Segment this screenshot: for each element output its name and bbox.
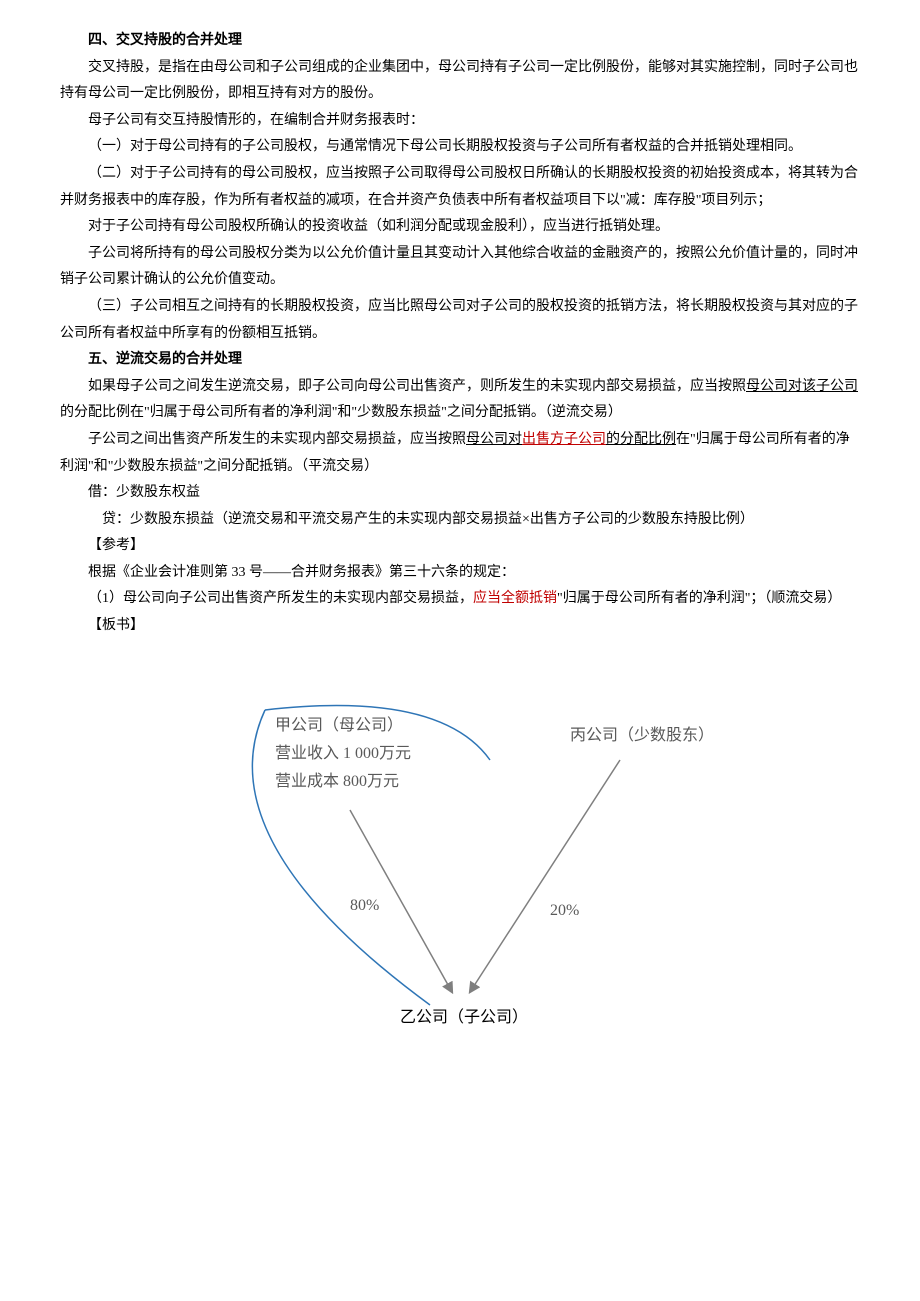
s4-p4: （二）对于子公司持有的母公司股权，应当按照子公司取得母公司股权日所确认的长期股权… xyxy=(60,161,860,214)
s5-p6-a: （1）母公司向子公司出售资产所发生的未实现内部交易损益， xyxy=(88,591,473,606)
s5-p6-red: 应当全额抵销 xyxy=(473,591,557,606)
s5-p2-u2: 的分配比例 xyxy=(606,432,676,447)
s5-p3: 借：少数股东权益 xyxy=(60,480,860,507)
s4-p2: 母子公司有交互持股情形的，在编制合并财务报表时： xyxy=(60,108,860,135)
s5-p6: （1）母公司向子公司出售资产所发生的未实现内部交易损益，应当全额抵销"归属于母公… xyxy=(60,586,860,613)
diagram-svg: 甲公司（母公司） 营业收入 1 000万元营业成本 800万元 丙公司（少数股东） 8… xyxy=(200,680,720,1040)
s4-p6: 子公司将所持有的母公司股权分类为以公允价值计量且其变动计入其他综合收益的金融资产… xyxy=(60,241,860,294)
s5-p1: 如果母子公司之间发生逆流交易，即子公司向母公司出售资产，则所发生的未实现内部交易… xyxy=(60,374,860,427)
s4-p1: 交叉持股，是指在由母公司和子公司组成的企业集团中，母公司持有子公司一定比例股份，… xyxy=(60,55,860,108)
s5-p1-b: 的分配比例在"归属于母公司所有者的净利润"和"少数股东损益"之间分配抵销。（逆流… xyxy=(60,405,622,420)
svg-text:20%: 20% xyxy=(550,902,579,919)
s5-ref: 【参考】 xyxy=(60,533,860,560)
s4-p7: （三）子公司相互之间持有的长期股权投资，应当比照母公司对子公司的股权投资的抵销方… xyxy=(60,294,860,347)
s5-p2: 子公司之间出售资产所发生的未实现内部交易损益，应当按照母公司对出售方子公司的分配… xyxy=(60,427,860,480)
s4-p5: 对于子公司持有母公司股权所确认的投资收益（如利润分配或现金股利），应当进行抵销处… xyxy=(60,214,860,241)
s5-p2-red: 出售方子公司 xyxy=(522,432,606,447)
section5-title: 五、逆流交易的合并处理 xyxy=(60,347,860,374)
s5-board: 【板书】 xyxy=(60,613,860,640)
s5-p1-u: 母公司对该子公司 xyxy=(746,379,858,394)
svg-text:乙公司（子公司）: 乙公司（子公司） xyxy=(400,1008,528,1026)
svg-text:甲公司（母公司）: 甲公司（母公司） xyxy=(275,716,403,734)
s5-p1-a: 如果母子公司之间发生逆流交易，即子公司向母公司出售资产，则所发生的未实现内部交易… xyxy=(88,379,746,394)
s5-p2-a: 子公司之间出售资产所发生的未实现内部交易损益，应当按照 xyxy=(88,432,466,447)
s5-p4: 贷：少数股东损益（逆流交易和平流交易产生的未实现内部交易损益×出售方子公司的少数… xyxy=(60,507,860,534)
svg-text:营业收入 1 000万元: 营业收入 1 000万元 xyxy=(275,744,411,762)
svg-text:营业成本 800万元: 营业成本 800万元 xyxy=(275,772,399,790)
s4-p3: （一）对于母公司持有的子公司股权，与通常情况下母公司长期股权投资与子公司所有者权… xyxy=(60,134,860,161)
svg-text:80%: 80% xyxy=(350,897,379,914)
svg-text:丙公司（少数股东）: 丙公司（少数股东） xyxy=(570,726,714,744)
diagram-container: 甲公司（母公司） 营业收入 1 000万元营业成本 800万元 丙公司（少数股东） 8… xyxy=(60,680,860,1040)
s5-p5: 根据《企业会计准则第 33 号——合并财务报表》第三十六条的规定： xyxy=(60,560,860,587)
s5-p6-b: "归属于母公司所有者的净利润"；（顺流交易） xyxy=(557,591,841,606)
s5-p2-u1: 母公司对 xyxy=(466,432,522,447)
section4-title: 四、交叉持股的合并处理 xyxy=(60,28,860,55)
